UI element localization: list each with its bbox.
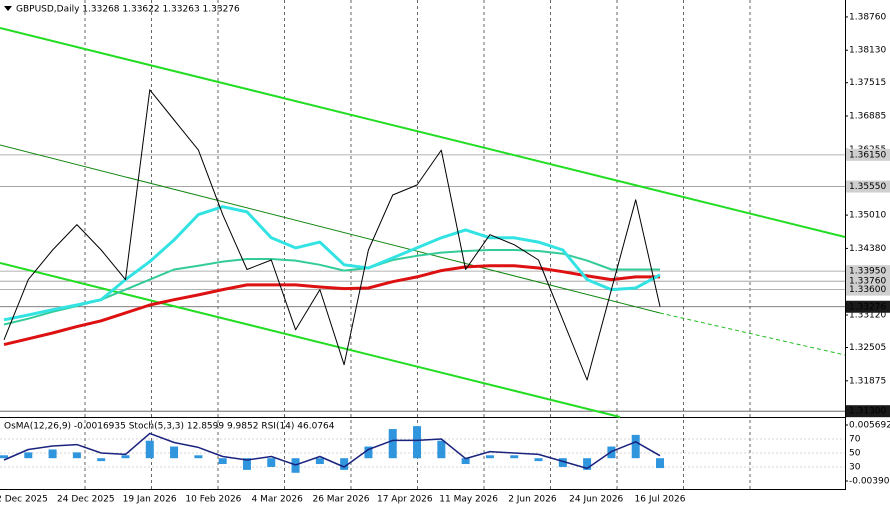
level-box — [846, 405, 890, 418]
y-tick-label: 1.35010 — [849, 211, 886, 221]
x-tick-label: 10 Feb 2026 — [185, 495, 241, 505]
y-tick-label: 30 — [849, 463, 861, 473]
osma-bar — [48, 449, 57, 459]
osma-bar — [583, 458, 592, 470]
price-line — [3, 89, 661, 381]
x-tick-label: 16 Jul 2026 — [635, 495, 686, 505]
y-tick-label: 1.32505 — [849, 343, 886, 353]
y-tick-label: 1.31875 — [849, 376, 886, 386]
trend-line — [659, 312, 846, 356]
x-tick-label: 2 Jun 2026 — [508, 495, 557, 505]
level-label: 1.33950 — [849, 267, 886, 277]
osma-bar — [170, 446, 179, 459]
level-box — [846, 180, 890, 193]
level-label: 1.31300 — [849, 407, 886, 417]
indicator-title: OsMA(12,26,9) -0.0016935 Stoch(5,3,3) 12… — [4, 422, 335, 432]
level-box — [846, 148, 890, 161]
moving-average — [3, 249, 660, 326]
osma-bar — [267, 458, 276, 467]
y-tick-label: 1.34380 — [849, 244, 886, 254]
y-tick-label: 1.36885 — [849, 112, 886, 122]
osma-bar — [194, 455, 203, 459]
osma-bar — [631, 434, 640, 459]
grid — [0, 0, 845, 489]
y-tick-label: 70 — [849, 435, 861, 445]
osma-bar — [72, 452, 81, 459]
level-label: 1.33600 — [849, 285, 886, 295]
osma-bar — [413, 426, 422, 459]
level-label: 1.33760 — [849, 277, 886, 287]
chart-title: GBPUSD,Daily 1.33268 1.33622 1.33263 1.3… — [16, 5, 240, 15]
level-box — [846, 300, 890, 313]
level-box — [846, 283, 890, 296]
y-tick-label: 1.38130 — [849, 46, 886, 56]
x-tick-label: 4 Mar 2026 — [252, 495, 304, 505]
x-tick-label: 24 Dec 2025 — [57, 495, 115, 505]
y-tick-label: 50 — [849, 449, 861, 459]
osma-bar — [24, 452, 33, 459]
x-tick-label: 2 Dec 2025 — [0, 495, 48, 505]
osma-bar — [145, 440, 154, 459]
x-tick-label: 19 Jan 2026 — [123, 495, 177, 505]
osma-bar — [388, 429, 397, 459]
osma-bar — [534, 458, 543, 462]
osma-bar — [558, 458, 567, 467]
level-label: 1.36150 — [849, 150, 886, 160]
x-tick-label: 11 May 2026 — [439, 495, 498, 505]
x-tick-label: 26 Mar 2026 — [312, 495, 369, 505]
osma-bar — [121, 455, 130, 459]
moving-average — [3, 205, 661, 322]
x-tick-label: 24 Jun 2026 — [569, 495, 623, 505]
osma-bar — [656, 458, 664, 469]
osma-bar — [315, 458, 324, 465]
level-label: 1.35550 — [849, 182, 886, 192]
osma-bar — [0, 455, 8, 459]
plot — [0, 89, 664, 473]
rsi-line — [3, 432, 661, 470]
osma-bar — [242, 458, 251, 470]
level-box — [846, 265, 890, 278]
osma-bar — [218, 458, 227, 465]
channel-line — [0, 27, 846, 238]
trend-line — [0, 144, 661, 314]
y-tick-label: 1.33120 — [849, 310, 886, 320]
osma-bar — [340, 458, 349, 470]
osma-bar — [97, 458, 106, 462]
y-tick-label: 0.005692 — [849, 421, 890, 431]
moving-average — [3, 264, 660, 347]
channel-line — [0, 262, 621, 418]
menu-arrow[interactable] — [4, 6, 12, 11]
osma-bar — [437, 440, 446, 459]
osma-bar — [364, 446, 373, 459]
x-tick-label: 17 Apr 2026 — [377, 495, 433, 505]
level-label: 1.33276 — [849, 302, 886, 312]
y-tick-label: 1.37515 — [849, 78, 886, 88]
osma-bar — [510, 455, 519, 459]
y-tick-label: 1.38760 — [849, 12, 886, 22]
osma-bar — [461, 458, 470, 465]
osma-bar — [485, 455, 494, 459]
